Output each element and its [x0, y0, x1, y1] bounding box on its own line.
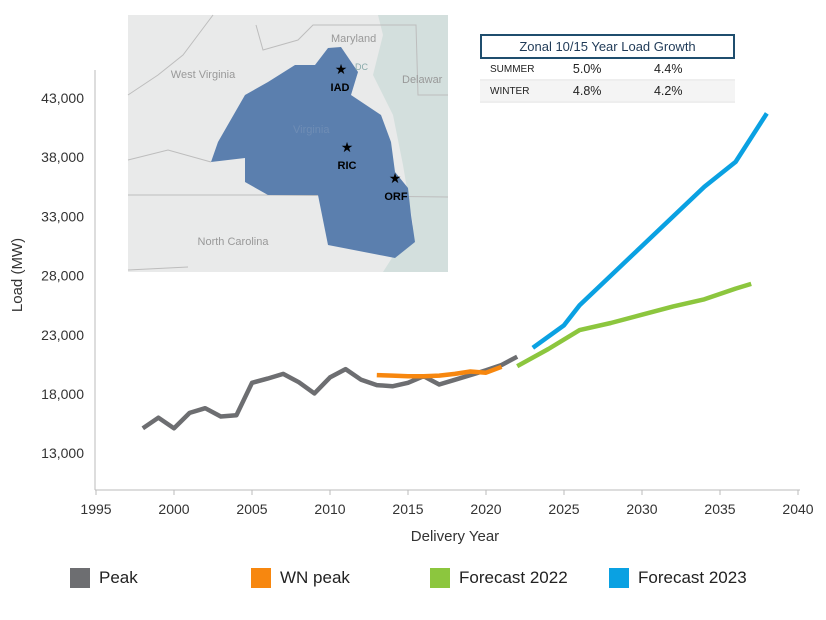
- x-tick-label: 1995: [80, 501, 111, 517]
- table-title: Zonal 10/15 Year Load Growth: [480, 34, 735, 59]
- map-label-dc: DC: [355, 62, 368, 72]
- legend-item-forecast-2022: Forecast 2022: [430, 568, 568, 588]
- x-tick-label: 2005: [236, 501, 267, 517]
- map-label-virginia: Virginia: [293, 124, 330, 136]
- zone-area: [211, 47, 415, 258]
- legend-item-forecast-2023: Forecast 2023: [609, 568, 747, 588]
- y-tick-label: 33,000: [41, 208, 84, 224]
- x-tick-label: 2010: [314, 501, 345, 517]
- fifteen-year-value: 4.2%: [653, 84, 683, 98]
- ten-year-value: 5.0%: [572, 62, 602, 76]
- y-tick-label: 23,000: [41, 327, 84, 343]
- star-icon: ★: [335, 61, 348, 77]
- map-label-maryland: Maryland: [331, 33, 376, 45]
- map-label-north-carolina: North Carolina: [198, 236, 270, 248]
- city-ric: RIC: [338, 160, 357, 172]
- x-axis-label: Delivery Year: [411, 528, 499, 545]
- legend-label: Peak: [99, 568, 138, 587]
- ten-year-value: 4.8%: [572, 84, 602, 98]
- state-borders: [127, 14, 449, 271]
- ocean: [373, 15, 448, 272]
- x-tick-label: 2015: [392, 501, 423, 517]
- y-tick-label: 18,000: [41, 386, 84, 402]
- x-tick-label: 2030: [626, 501, 657, 517]
- star-icon: ★: [389, 170, 402, 186]
- map-label-delaware: Delawar: [402, 74, 443, 86]
- legend-swatch: [70, 568, 90, 588]
- map-label-west-virginia-text: West Virginia: [171, 69, 236, 81]
- legend-label: Forecast 2022: [459, 568, 568, 587]
- table-row-winter: WINTER 4.8% 4.2%: [480, 81, 735, 103]
- axes: [94, 70, 800, 491]
- season-label: WINTER: [490, 85, 530, 97]
- series-line-wn-peak: [376, 364, 503, 379]
- legend-label: Forecast 2023: [638, 568, 747, 587]
- y-axis-label: Load (MW): [9, 238, 26, 312]
- y-tick-label: 13,000: [41, 445, 84, 461]
- legend-label: WN peak: [280, 568, 350, 587]
- city-iad: IAD: [331, 82, 350, 94]
- service-area-map: Maryland West Virginia Delawar Virginia …: [127, 14, 449, 272]
- star-icon: ★: [341, 139, 354, 155]
- series-line-forecast-2023: [531, 112, 769, 350]
- series-line-peak: [141, 354, 519, 431]
- y-tick-label: 38,000: [41, 149, 84, 165]
- season-label: SUMMER: [490, 63, 535, 75]
- legend-swatch: [251, 568, 271, 588]
- table-row-summer: SUMMER 5.0% 4.4%: [480, 59, 735, 81]
- x-tick-label: 2000: [158, 501, 189, 517]
- legend-item-peak: Peak: [70, 568, 138, 588]
- legend-swatch: [609, 568, 629, 588]
- y-tick-label: 28,000: [41, 268, 84, 284]
- x-tick-label: 2025: [548, 501, 579, 517]
- x-tick-label: 2040: [782, 501, 813, 517]
- y-tick-label: 43,000: [41, 90, 84, 106]
- legend-swatch: [430, 568, 450, 588]
- city-orf: ORF: [384, 191, 408, 203]
- fifteen-year-value: 4.4%: [653, 62, 683, 76]
- series-line-forecast-2022: [516, 281, 752, 369]
- x-tick-label: 2035: [704, 501, 735, 517]
- x-tick-label: 2020: [470, 501, 501, 517]
- legend-item-wn-peak: WN peak: [251, 568, 350, 588]
- map-label-west-virginia: West Virginia: [171, 69, 236, 81]
- load-growth-table: Zonal 10/15 Year Load Growth SUMMER 5.0%…: [480, 34, 735, 103]
